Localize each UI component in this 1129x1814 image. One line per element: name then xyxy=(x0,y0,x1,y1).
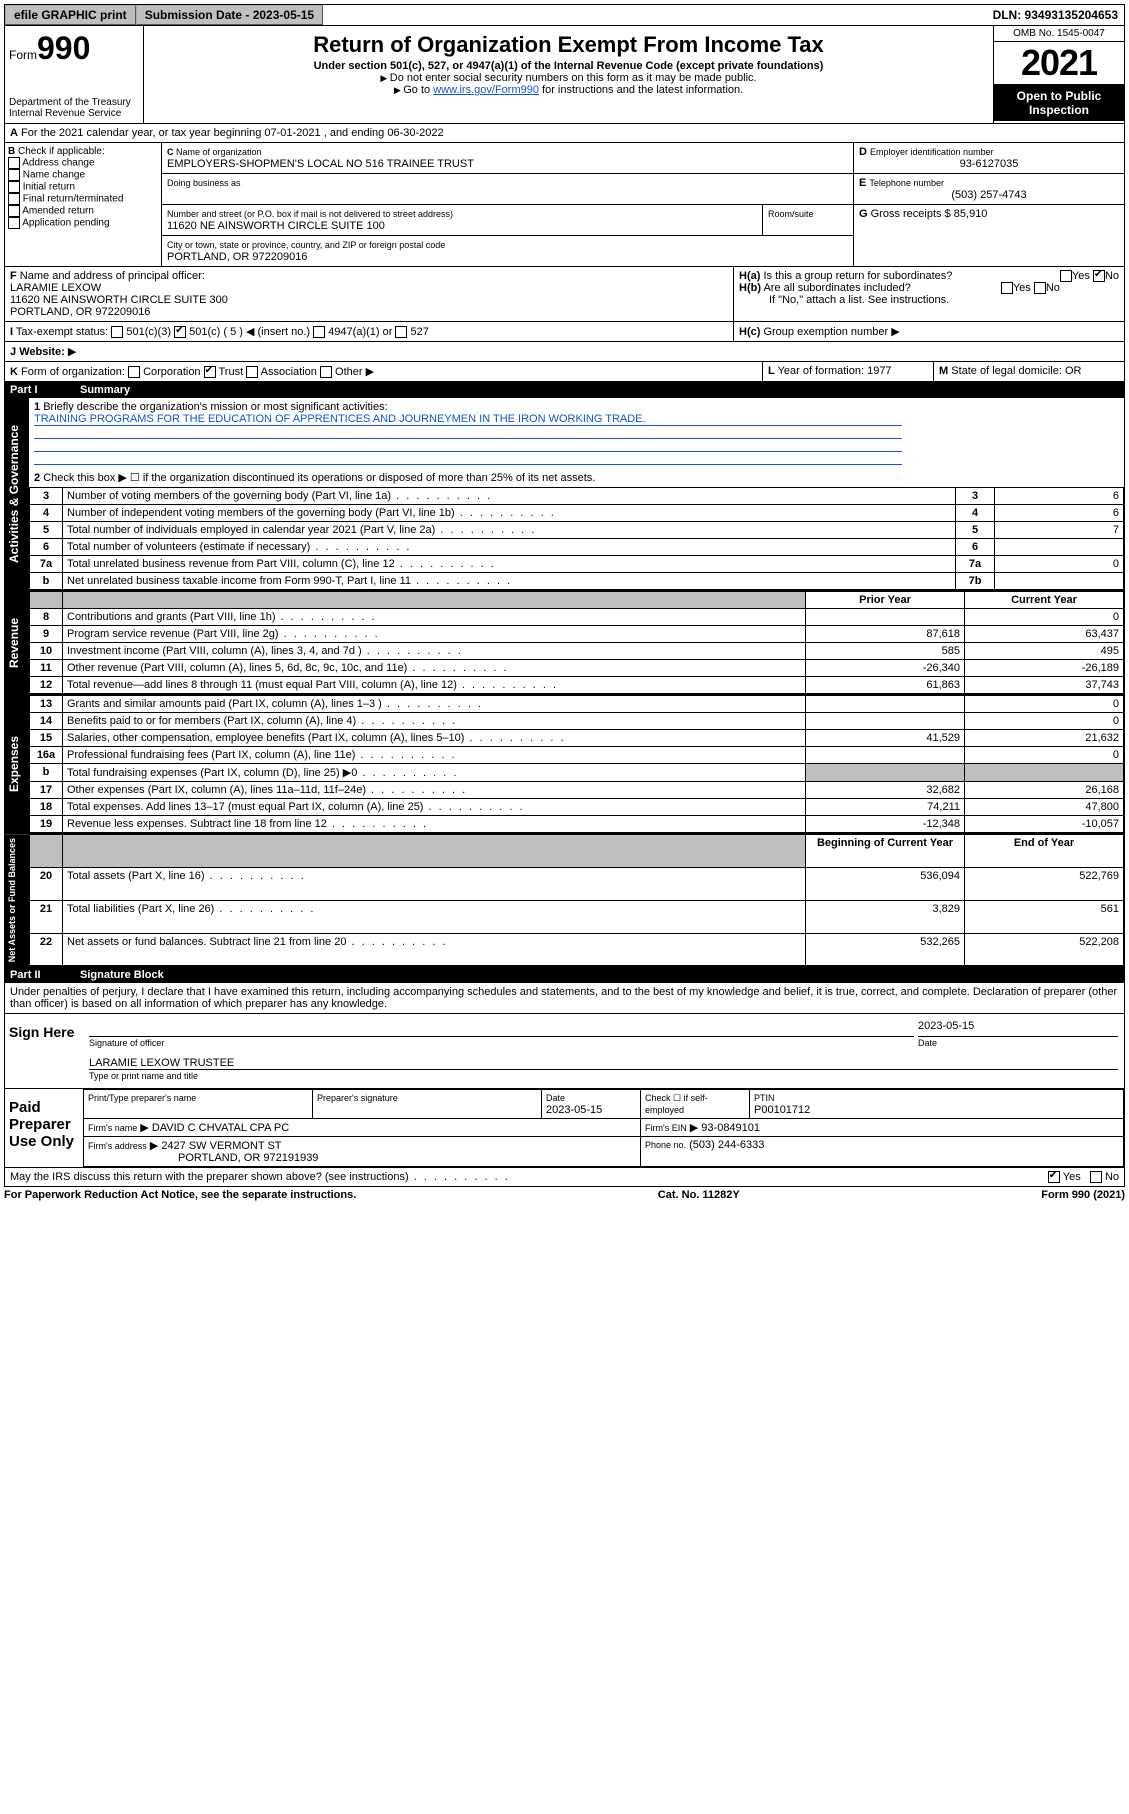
sidetab-expenses: Expenses xyxy=(5,695,29,833)
sign-date: 2023-05-15 xyxy=(918,1020,1118,1037)
cb-address-change[interactable] xyxy=(8,157,20,169)
firm-name: DAVID C CHVATAL CPA PC xyxy=(152,1122,289,1134)
cb-hb-no[interactable] xyxy=(1034,282,1046,294)
efile-print-button[interactable]: efile GRAPHIC print xyxy=(5,5,136,25)
cb-4947[interactable] xyxy=(313,326,325,338)
cb-assoc[interactable] xyxy=(246,366,258,378)
netassets-table: Beginning of Current YearEnd of Year20To… xyxy=(29,834,1124,966)
expenses-table: 13Grants and similar amounts paid (Part … xyxy=(29,695,1124,833)
ein-value: 93-6127035 xyxy=(859,158,1119,170)
cb-amended[interactable] xyxy=(8,205,20,217)
signer-name: LARAMIE LEXOW TRUSTEE xyxy=(89,1057,1118,1070)
ptin: P00101712 xyxy=(754,1104,810,1116)
cb-501c[interactable] xyxy=(174,326,186,338)
cb-527[interactable] xyxy=(395,326,407,338)
part1-header: Part I Summary xyxy=(4,382,1125,398)
open-public-badge: Open to Public Inspection xyxy=(994,85,1124,121)
cb-hb-yes[interactable] xyxy=(1001,282,1013,294)
form-header: Form990 Department of the Treasury Inter… xyxy=(4,26,1125,124)
cb-trust[interactable] xyxy=(204,366,216,378)
submission-date-button[interactable]: Submission Date - 2023-05-15 xyxy=(136,5,323,25)
sidetab-governance: Activities & Governance xyxy=(5,398,29,590)
cb-corp[interactable] xyxy=(128,366,140,378)
footer-left: For Paperwork Reduction Act Notice, see … xyxy=(4,1189,356,1201)
governance-table: 3Number of voting members of the governi… xyxy=(29,487,1124,590)
sidetab-netassets: Net Assets or Fund Balances xyxy=(5,834,29,966)
mission-text: TRAINING PROGRAMS FOR THE EDUCATION OF A… xyxy=(34,413,902,426)
tax-year: 2021 xyxy=(994,41,1124,85)
form-title: Return of Organization Exempt From Incom… xyxy=(152,32,985,58)
officer-name: LARAMIE LEXOW xyxy=(10,282,101,294)
line-a: A For the 2021 calendar year, or tax yea… xyxy=(4,124,1125,143)
form-word: Form xyxy=(9,48,37,62)
may-discuss: May the IRS discuss this return with the… xyxy=(10,1171,1048,1183)
sign-here-label: Sign Here xyxy=(5,1014,83,1088)
subtitle-1: Under section 501(c), 527, or 4947(a)(1)… xyxy=(152,60,985,72)
cb-discuss-no[interactable] xyxy=(1090,1171,1102,1183)
dept-label: Department of the Treasury xyxy=(9,97,139,108)
omb-number: OMB No. 1545-0047 xyxy=(994,26,1124,41)
org-city: PORTLAND, OR 972209016 xyxy=(167,251,307,263)
paid-preparer-label: Paid Preparer Use Only xyxy=(5,1089,83,1167)
cb-app-pending[interactable] xyxy=(8,217,20,229)
org-address: 11620 NE AINSWORTH CIRCLE SUITE 100 xyxy=(167,220,385,232)
cb-final-return[interactable] xyxy=(8,193,20,205)
phone-value: (503) 257-4743 xyxy=(859,189,1119,201)
subtitle-2: Do not enter social security numbers on … xyxy=(152,72,985,84)
cb-ha-yes[interactable] xyxy=(1060,270,1072,282)
cb-discuss-yes[interactable] xyxy=(1048,1171,1060,1183)
block-b-label: Check if applicable: xyxy=(18,146,105,157)
gross-receipts: 85,910 xyxy=(954,208,988,220)
form990-link[interactable]: www.irs.gov/Form990 xyxy=(433,84,539,96)
subtitle-3: Go to www.irs.gov/Form990 for instructio… xyxy=(152,84,985,96)
form-number: 990 xyxy=(37,30,90,66)
org-name: EMPLOYERS-SHOPMEN'S LOCAL NO 516 TRAINEE… xyxy=(167,158,474,170)
cb-other[interactable] xyxy=(320,366,332,378)
perjury-declaration: Under penalties of perjury, I declare th… xyxy=(4,983,1125,1014)
footer-right: Form 990 (2021) xyxy=(1041,1189,1125,1201)
cb-501c3[interactable] xyxy=(111,326,123,338)
cb-ha-no[interactable] xyxy=(1093,270,1105,282)
topbar: efile GRAPHIC print Submission Date - 20… xyxy=(4,4,1125,26)
cb-name-change[interactable] xyxy=(8,169,20,181)
revenue-table: Prior YearCurrent Year8Contributions and… xyxy=(29,591,1124,694)
footer-mid: Cat. No. 11282Y xyxy=(658,1189,740,1201)
irs-label: Internal Revenue Service xyxy=(9,108,139,119)
cb-initial-return[interactable] xyxy=(8,181,20,193)
sidetab-revenue: Revenue xyxy=(5,591,29,694)
part2-header: Part II Signature Block xyxy=(4,967,1125,983)
firm-ein: 93-0849101 xyxy=(701,1122,760,1134)
preparer-phone: (503) 244-6333 xyxy=(689,1139,764,1151)
dln-label: DLN: 93493135204653 xyxy=(987,5,1124,25)
